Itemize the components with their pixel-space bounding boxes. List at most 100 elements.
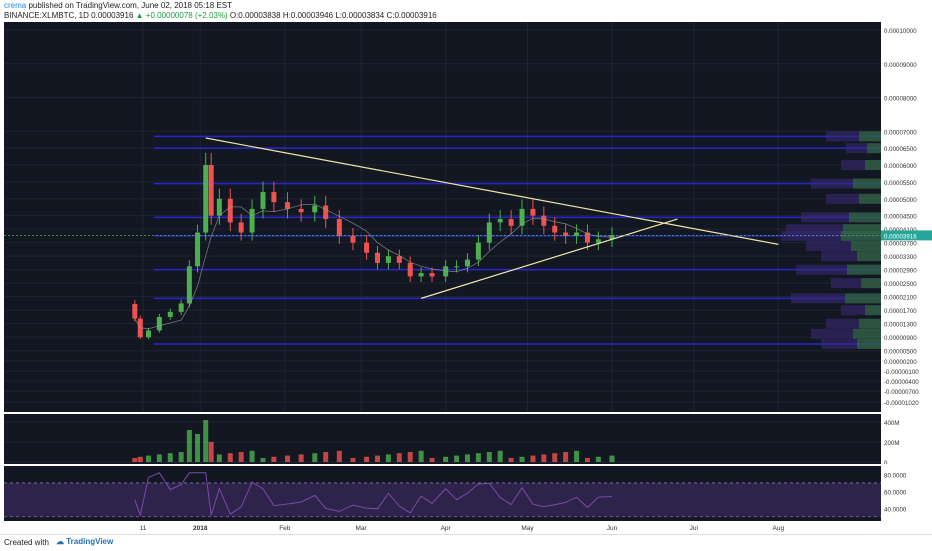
volume-bar bbox=[418, 450, 424, 462]
price-tick-label: 0.00003300 bbox=[884, 254, 917, 261]
volume-bar bbox=[584, 458, 590, 462]
volume-profile-bar-buy bbox=[867, 143, 881, 154]
price-tick-label: 0.00009000 bbox=[884, 62, 917, 69]
volume-profile-bar-buy bbox=[845, 293, 881, 304]
volume-chart[interactable] bbox=[4, 414, 881, 464]
volume-bar bbox=[238, 452, 244, 462]
rsi-pane[interactable] bbox=[4, 466, 881, 521]
volume-bar bbox=[312, 453, 318, 462]
volume-bar bbox=[486, 452, 492, 462]
candle-body bbox=[375, 252, 380, 263]
symbol-label[interactable]: BINANCE:XLMBTC, 1D bbox=[4, 11, 89, 20]
volume-axis-labels[interactable]: 400M 200M 0 bbox=[881, 414, 932, 467]
volume-profile-bar bbox=[826, 131, 881, 142]
candle-body bbox=[541, 215, 547, 226]
rsi-band bbox=[4, 482, 881, 517]
volume-tick-label: 0 bbox=[884, 460, 888, 464]
volume-bar bbox=[541, 454, 547, 462]
volume-profile-bar bbox=[786, 224, 881, 235]
price-change-value: +0.00000078 (+2.03%) bbox=[145, 11, 228, 20]
rsi-chart[interactable] bbox=[4, 466, 881, 521]
candle-body bbox=[407, 262, 413, 277]
candle-body bbox=[145, 330, 151, 338]
volume-profile-bar bbox=[811, 328, 881, 339]
volume-profile-bar bbox=[806, 241, 881, 252]
price-pane[interactable] bbox=[4, 22, 881, 412]
candle-body bbox=[519, 208, 525, 226]
volume-profile-bar-buy bbox=[861, 278, 881, 289]
candle-body bbox=[260, 192, 266, 209]
price-tick-label: -0.00000100 bbox=[884, 369, 919, 376]
candle-body bbox=[227, 198, 233, 223]
volume-bar bbox=[271, 456, 277, 462]
volume-bar bbox=[260, 458, 266, 462]
volume-profile-bar bbox=[796, 264, 881, 275]
candle-body bbox=[584, 232, 590, 243]
time-axis-labels[interactable]: 11 2018 Feb Mar Apr May Jun Jul Aug bbox=[4, 521, 881, 534]
volume-bar bbox=[375, 455, 380, 462]
candle-body bbox=[609, 235, 615, 240]
candle-body bbox=[132, 303, 138, 319]
price-tick-label: 0.00000500 bbox=[884, 349, 917, 356]
time-tick-label: Aug bbox=[773, 525, 785, 532]
volume-bar bbox=[508, 458, 514, 462]
volume-bar bbox=[454, 455, 460, 462]
published-text: published on TradingView.com, June 02, 2… bbox=[28, 1, 233, 10]
volume-profile-bar-buy bbox=[849, 212, 881, 223]
rsi-tick-label: 40.0000 bbox=[884, 506, 907, 513]
candle-body bbox=[464, 259, 470, 267]
ascending-trendline bbox=[420, 218, 678, 299]
candle-body bbox=[323, 205, 329, 220]
volume-profile-bar-buy bbox=[859, 193, 881, 204]
volume-bar bbox=[145, 455, 151, 462]
volume-profile-bar-buy bbox=[843, 224, 881, 235]
rsi-tick-label: 60.0000 bbox=[884, 489, 907, 496]
last-price: 0.00003916 bbox=[91, 11, 134, 20]
time-axis[interactable]: 11 2018 Feb Mar Apr May Jun Jul Aug bbox=[4, 521, 881, 534]
volume-bar bbox=[178, 452, 184, 462]
volume-bar bbox=[552, 453, 558, 462]
price-tick-label: -0.00001020 bbox=[884, 400, 919, 407]
price-chart[interactable] bbox=[4, 22, 881, 412]
ohlc-line: BINANCE:XLMBTC, 1D 0.00003916 ▲ +0.00000… bbox=[4, 11, 437, 20]
candle-body bbox=[216, 198, 222, 216]
volume-bar bbox=[186, 430, 192, 462]
price-tick-label: 0.00007000 bbox=[884, 129, 917, 136]
author-link[interactable]: crema bbox=[4, 1, 27, 10]
volume-bar bbox=[167, 453, 173, 462]
candle-body bbox=[364, 242, 370, 253]
candle-body bbox=[312, 205, 318, 213]
low-value: L:0.00003834 bbox=[335, 11, 385, 20]
volume-axis[interactable]: 400M 200M 0 bbox=[881, 414, 932, 467]
candle-body bbox=[203, 165, 209, 233]
candle-body bbox=[186, 266, 192, 304]
price-tick-label: 0.00002100 bbox=[884, 295, 917, 302]
volume-bar bbox=[519, 456, 525, 462]
volume-bar bbox=[285, 455, 291, 462]
candle-body bbox=[574, 232, 580, 236]
volume-bar bbox=[364, 456, 370, 462]
candle-body bbox=[285, 202, 291, 209]
volume-profile-bar-buy bbox=[859, 131, 881, 142]
time-tick-label: Jun bbox=[607, 525, 618, 532]
volume-tick-label: 400M bbox=[884, 420, 899, 427]
volume-bar bbox=[595, 456, 601, 462]
time-tick-label: Mar bbox=[356, 525, 368, 532]
volume-profile-bar bbox=[826, 193, 881, 204]
price-axis-labels[interactable]: 0.00010000 0.00009000 0.00008000 0.00007000… bbox=[881, 22, 932, 412]
tradingview-logo[interactable]: ☁ TradingView bbox=[56, 537, 114, 546]
volume-bar bbox=[132, 458, 138, 462]
time-tick-label: May bbox=[521, 525, 534, 532]
rsi-axis[interactable]: 80.0000 60.0000 40.0000 bbox=[881, 466, 932, 521]
rsi-axis-labels[interactable]: 80.0000 60.0000 40.0000 bbox=[881, 466, 932, 521]
volume-profile-bar-buy bbox=[857, 338, 881, 349]
candle-body bbox=[595, 239, 601, 243]
volume-tick-label: 200M bbox=[884, 440, 899, 447]
volume-pane[interactable] bbox=[4, 414, 881, 464]
volume-bar bbox=[464, 454, 470, 462]
price-tick-label: 0.00000900 bbox=[884, 335, 917, 342]
price-change: ▲ +0.00000078 (+2.03%) bbox=[135, 11, 228, 20]
price-axis[interactable]: 0.00010000 0.00009000 0.00008000 0.00007000… bbox=[881, 22, 932, 412]
price-tick-label: 0.00008000 bbox=[884, 96, 917, 103]
candle-body bbox=[497, 219, 503, 223]
